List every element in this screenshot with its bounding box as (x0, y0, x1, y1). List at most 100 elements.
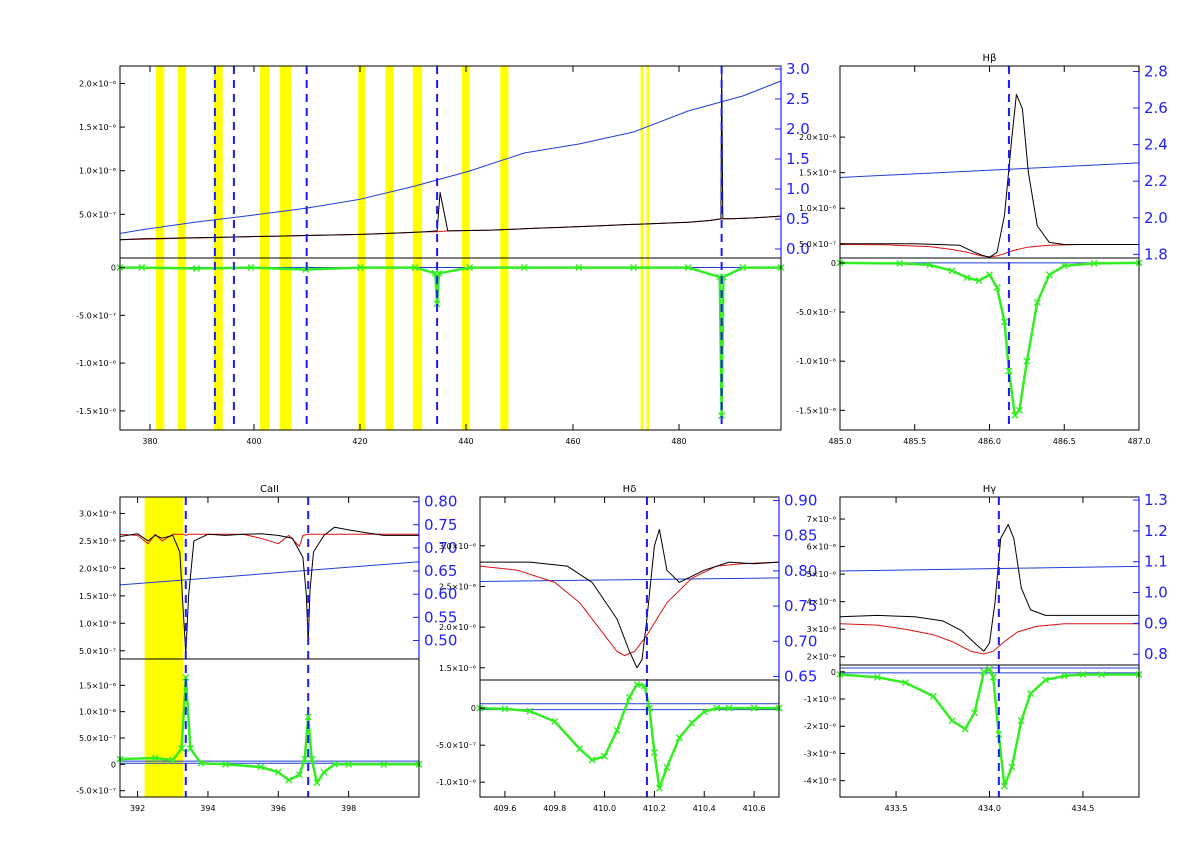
residual-point (1060, 262, 1068, 270)
residual-curve (479, 683, 779, 790)
panel-hbeta: 1.8 2.0 2.2 2.4 2.6 2.8 5.0×10⁻⁷ 1.0×10⁻⁶ 1.5×10… (796, 53, 1168, 446)
residual-point (526, 707, 534, 715)
observed-spectrum (119, 65, 782, 241)
residual-point (1015, 406, 1023, 414)
masked-region (259, 66, 270, 430)
x-tick-label: 380 (142, 437, 157, 446)
right-tick-label: 1.8 (1144, 245, 1168, 263)
right-tick-label: 0.0 (786, 240, 810, 258)
y-tick-label: 5.0×10⁻⁷ (79, 734, 116, 743)
bottom-frame (839, 257, 1140, 431)
x-tick-label: 487.0 (1128, 437, 1151, 446)
y-tick-label: 0 (471, 704, 476, 713)
y-tick-label: -1.0×10⁻⁶ (76, 359, 116, 368)
residual-point (295, 771, 303, 779)
right-tick-label: 1.0 (786, 180, 810, 198)
observed-spectrum (480, 529, 780, 669)
residual-point (1017, 717, 1025, 725)
residual-point (626, 693, 633, 701)
right-tick-label: 2.0 (786, 120, 810, 138)
residual-point (1045, 271, 1053, 279)
residual-point (718, 412, 726, 420)
x-tick-label: 409.8 (543, 804, 566, 813)
trend-curve (119, 80, 782, 234)
residual-point (986, 665, 993, 673)
right-tick-label: 0.80 (784, 562, 817, 580)
x-tick-label: 410.6 (743, 804, 766, 813)
residual-point (301, 755, 309, 763)
right-tick-label: 1.5 (786, 150, 810, 168)
residual-point (308, 755, 316, 763)
x-tick-label: 480 (671, 437, 686, 446)
trend-curve (479, 577, 780, 582)
residual-point (1023, 357, 1031, 365)
y-tick-label: 0 (111, 264, 116, 273)
masked-region (156, 66, 165, 430)
trend-curve (839, 565, 1140, 572)
y-tick-label: -1.0×10⁻⁶ (436, 778, 476, 787)
trend-curve (839, 162, 1140, 178)
residual-point (380, 760, 388, 768)
residual-point (435, 269, 443, 277)
residual-point (948, 717, 956, 725)
plots-layer: 0.0 0.5 1.0 1.5 2.0 2.5 3.0 5.0×10⁻⁷ 1.0×10⁻⁶ 1.5… (76, 53, 1168, 813)
residual-point (1060, 672, 1068, 680)
panel-title: CaII (260, 484, 279, 495)
x-tick-label: 392 (130, 804, 145, 813)
residual-point (971, 709, 979, 717)
panel-full: 0.0 0.5 1.0 1.5 2.0 2.5 3.0 5.0×10⁻⁷ 1.0×10⁻⁶ 1.5… (76, 60, 810, 446)
residual-point (411, 264, 419, 272)
masked-region (500, 66, 509, 430)
masked-region (646, 66, 650, 430)
y-tick-label: 2.0×10⁻⁶ (79, 564, 116, 573)
x-tick-label: 485.5 (903, 437, 926, 446)
right-tick-label: 2.8 (1144, 62, 1168, 80)
y-tick-label: 1.0×10⁻⁶ (79, 167, 116, 176)
residual-point (713, 704, 721, 712)
y-tick-label: 3×10⁻⁶ (807, 625, 836, 634)
y-tick-label: 1.0×10⁻⁶ (79, 619, 116, 628)
y-tick-label: 5.0×10⁻⁷ (79, 210, 116, 219)
residual-point (1000, 318, 1008, 326)
residual-point (739, 264, 747, 272)
residual-point (655, 784, 663, 792)
residual-point (929, 692, 937, 700)
y-tick-label: 1.5×10⁻⁶ (79, 123, 116, 132)
residual-point (1005, 367, 1013, 375)
residual-point (257, 763, 265, 771)
y-tick-label: 4×10⁻⁶ (807, 598, 836, 607)
x-tick-label: 433.5 (885, 804, 908, 813)
right-tick-label: 0.60 (424, 585, 457, 603)
right-tick-label: 0.55 (424, 608, 457, 626)
y-tick-label: 1.5×10⁻⁶ (439, 664, 476, 673)
residual-point (178, 745, 186, 753)
right-tick-label: 2.5 (786, 90, 810, 108)
y-tick-label: 0 (111, 760, 116, 769)
masked-region (461, 66, 470, 430)
right-tick-label: 2.2 (1144, 172, 1168, 190)
masked-region (385, 66, 394, 430)
residual-point (151, 754, 159, 762)
masked-region (412, 66, 423, 430)
y-tick-label: 1.0×10⁻⁶ (79, 708, 116, 717)
y-tick-label: -1.5×10⁻⁶ (796, 406, 836, 415)
x-tick-label: 409.6 (493, 804, 516, 813)
residual-point (320, 768, 328, 776)
residual-point (663, 763, 671, 771)
right-tick-label: 0.9 (1144, 614, 1168, 632)
right-tick-label: 1.2 (1144, 522, 1168, 540)
residual-point (197, 759, 205, 767)
right-tick-label: 1.3 (1144, 491, 1168, 509)
residual-point (1098, 671, 1106, 679)
observed-spectrum (840, 93, 1139, 258)
right-tick-label: 1.0 (1144, 584, 1168, 602)
residual-point (501, 705, 509, 713)
y-tick-label: -3×10⁻⁶ (804, 749, 836, 758)
y-tick-label: 2×10⁻⁶ (807, 653, 836, 662)
right-tick-label: 0.70 (784, 632, 817, 650)
residual-point (576, 745, 584, 753)
y-tick-label: 2.0×10⁻⁶ (79, 79, 116, 88)
residual-point (675, 734, 683, 742)
right-tick-label: 0.70 (424, 539, 457, 557)
right-tick-label: 0.5 (786, 210, 810, 228)
